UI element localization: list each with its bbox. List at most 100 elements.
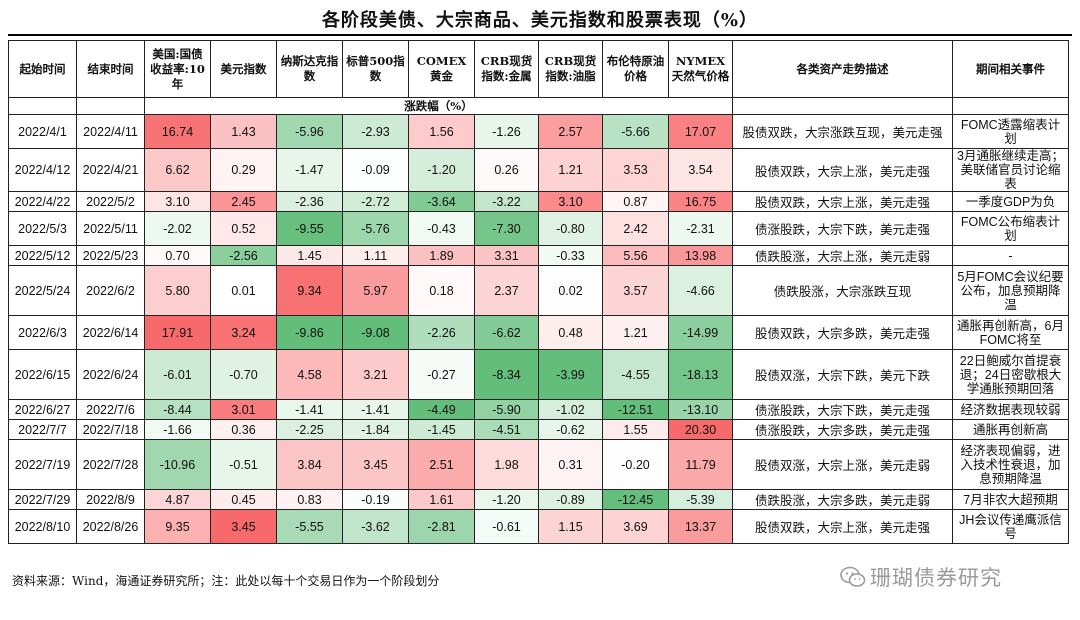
end-date-cell: 2022/6/14 bbox=[76, 315, 145, 350]
header-brent: 布伦特原油价格 bbox=[602, 40, 669, 98]
start-date-cell: 2022/4/22 bbox=[8, 191, 77, 212]
ust-10y-cell: -6.01 bbox=[144, 349, 211, 400]
comex-gold-cell: 1.61 bbox=[408, 489, 475, 510]
natgas-cell: -5.39 bbox=[668, 489, 733, 510]
brent-cell: 5.56 bbox=[602, 245, 669, 266]
start-date-cell: 2022/7/7 bbox=[8, 419, 77, 440]
start-date-cell: 2022/5/12 bbox=[8, 245, 77, 266]
brent-cell: -0.20 bbox=[602, 439, 669, 490]
crb-fats-cell: 0.48 bbox=[538, 315, 603, 350]
crb-fats-cell: -0.33 bbox=[538, 245, 603, 266]
nasdaq-cell: -1.47 bbox=[276, 148, 343, 192]
start-date-cell: 2022/6/15 bbox=[8, 349, 77, 400]
ust-10y-cell: -8.44 bbox=[144, 399, 211, 420]
start-date-cell: 2022/5/3 bbox=[8, 211, 77, 246]
table-row: 2022/5/3 2022/5/11 -2.02 0.52 -9.55 -5.76 -0.4… bbox=[8, 211, 1069, 246]
sp500-cell: 1.11 bbox=[342, 245, 409, 266]
dollar-index-cell: 3.01 bbox=[210, 399, 277, 420]
crb-metals-cell: -1.26 bbox=[474, 114, 539, 149]
dollar-index-cell: 0.52 bbox=[210, 211, 277, 246]
description-cell: 股债双涨，大宗下跌，美元下跌 bbox=[732, 349, 953, 400]
sp500-cell: 3.45 bbox=[342, 439, 409, 490]
dollar-index-cell: 1.43 bbox=[210, 114, 277, 149]
dollar-index-cell: 3.45 bbox=[210, 509, 277, 544]
crb-metals-cell: 0.26 bbox=[474, 148, 539, 192]
natgas-cell: 16.75 bbox=[668, 191, 733, 212]
crb-metals-cell: -6.62 bbox=[474, 315, 539, 350]
unit-label: 涨跌幅（%） bbox=[144, 97, 733, 115]
crb-metals-cell: 2.37 bbox=[474, 265, 539, 316]
end-date-cell: 2022/5/11 bbox=[76, 211, 145, 246]
comex-gold-cell: -0.27 bbox=[408, 349, 475, 400]
comex-gold-cell: 1.89 bbox=[408, 245, 475, 266]
brent-cell: 3.69 bbox=[602, 509, 669, 544]
dollar-index-cell: 0.36 bbox=[210, 419, 277, 440]
description-cell: 股债双跌，大宗涨跌互现，美元走强 bbox=[732, 114, 953, 149]
event-cell: - bbox=[952, 245, 1069, 266]
table-row: 2022/7/19 2022/7/28 -10.96 -0.51 3.84 3.45 2.5… bbox=[8, 439, 1069, 490]
nasdaq-cell: -9.86 bbox=[276, 315, 343, 350]
header-crb-fats: CRB现货指数:油脂 bbox=[538, 40, 603, 98]
end-date-cell: 2022/8/9 bbox=[76, 489, 145, 510]
crb-metals-cell: -3.22 bbox=[474, 191, 539, 212]
comex-gold-cell: -2.81 bbox=[408, 509, 475, 544]
brent-cell: 1.55 bbox=[602, 419, 669, 440]
nasdaq-cell: 1.45 bbox=[276, 245, 343, 266]
crb-fats-cell: 0.02 bbox=[538, 265, 603, 316]
header-natgas: NYMEX天然气价格 bbox=[668, 40, 733, 98]
dollar-index-cell: 0.01 bbox=[210, 265, 277, 316]
event-cell: 5月FOMC会议纪要公布，加息预期降温 bbox=[952, 265, 1069, 316]
description-cell: 股债双跌，大宗上涨，美元走强 bbox=[732, 191, 953, 212]
event-cell: FOMC透露缩表计划 bbox=[952, 114, 1069, 149]
dollar-index-cell: 2.45 bbox=[210, 191, 277, 212]
header-ust-10y: 美国:国债收益率:10年 bbox=[144, 40, 211, 98]
event-cell: 经济表现偏弱，进入技术性衰退，加息预期降温 bbox=[952, 439, 1069, 490]
sp500-cell: -0.09 bbox=[342, 148, 409, 192]
ust-10y-cell: 6.62 bbox=[144, 148, 211, 192]
crb-fats-cell: 1.21 bbox=[538, 148, 603, 192]
dollar-index-cell: -0.51 bbox=[210, 439, 277, 490]
header-nasdaq: 纳斯达克指数 bbox=[276, 40, 343, 98]
ust-10y-cell: -1.66 bbox=[144, 419, 211, 440]
end-date-cell: 2022/4/11 bbox=[76, 114, 145, 149]
event-cell: 通胀再创新高 bbox=[952, 419, 1069, 440]
natgas-cell: 20.30 bbox=[668, 419, 733, 440]
ust-10y-cell: 9.35 bbox=[144, 509, 211, 544]
natgas-cell: -2.31 bbox=[668, 211, 733, 246]
ust-10y-cell: 3.10 bbox=[144, 191, 211, 212]
crb-fats-cell: 2.57 bbox=[538, 114, 603, 149]
table-row: 2022/6/27 2022/7/6 -8.44 3.01 -1.41 -1.41 -4.4… bbox=[8, 399, 1069, 420]
table-row: 2022/8/10 2022/8/26 9.35 3.45 -5.55 -3.62 -2.8… bbox=[8, 509, 1069, 544]
sp500-cell: -2.72 bbox=[342, 191, 409, 212]
sp500-cell: 3.21 bbox=[342, 349, 409, 400]
crb-metals-cell: -0.61 bbox=[474, 509, 539, 544]
event-cell: 经济数据表现较弱 bbox=[952, 399, 1069, 420]
dollar-index-cell: -2.56 bbox=[210, 245, 277, 266]
end-date-cell: 2022/5/23 bbox=[76, 245, 145, 266]
unit-spacer bbox=[76, 97, 145, 115]
table-row: 2022/7/7 2022/7/18 -1.66 0.36 -2.25 -1.84 -1.4… bbox=[8, 419, 1069, 440]
dollar-index-cell: 0.29 bbox=[210, 148, 277, 192]
ust-10y-cell: 5.80 bbox=[144, 265, 211, 316]
crb-metals-cell: -4.51 bbox=[474, 419, 539, 440]
dollar-index-cell: 0.45 bbox=[210, 489, 277, 510]
event-cell: 22日鲍威尔首提衰退；24日密歇根大学通胀预期回落 bbox=[952, 349, 1069, 400]
ust-10y-cell: -10.96 bbox=[144, 439, 211, 490]
header-crb-metals: CRB现货指数:金属 bbox=[474, 40, 539, 98]
table-row: 2022/5/12 2022/5/23 0.70 -2.56 1.45 1.11 1.89 3… bbox=[8, 245, 1069, 266]
description-cell: 债涨股跌，大宗下跌，美元走强 bbox=[732, 399, 953, 420]
sp500-cell: -1.41 bbox=[342, 399, 409, 420]
description-cell: 债跌股涨，大宗上涨，美元走弱 bbox=[732, 245, 953, 266]
start-date-cell: 2022/5/24 bbox=[8, 265, 77, 316]
description-cell: 债跌股涨，大宗涨跌互现 bbox=[732, 265, 953, 316]
table-title: 各阶段美债、大宗商品、美元指数和股票表现（%） bbox=[321, 10, 759, 31]
nasdaq-cell: -5.55 bbox=[276, 509, 343, 544]
comex-gold-cell: -0.43 bbox=[408, 211, 475, 246]
event-cell: 3月通胀继续走高；美联储官员讨论缩表 bbox=[952, 148, 1069, 192]
natgas-cell: -13.10 bbox=[668, 399, 733, 420]
description-cell: 债跌股涨，大宗多跌，美元走弱 bbox=[732, 489, 953, 510]
table-row: 2022/6/15 2022/6/24 -6.01 -0.70 4.58 3.21 -0.2… bbox=[8, 349, 1069, 400]
crb-metals-cell: -8.34 bbox=[474, 349, 539, 400]
watermark: 珊瑚债券研究 bbox=[840, 562, 1002, 593]
